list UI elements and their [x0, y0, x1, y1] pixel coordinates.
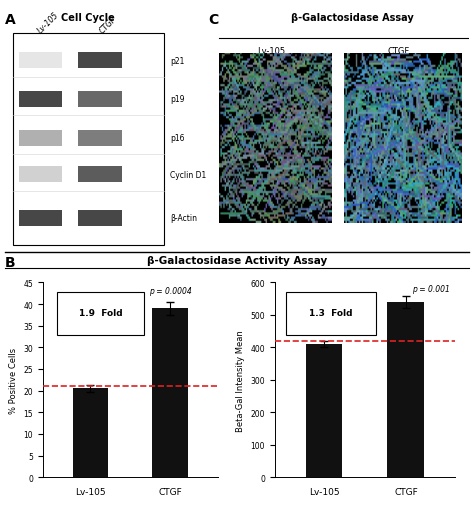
- Bar: [306, 344, 342, 477]
- Text: Lv-105: Lv-105: [257, 46, 285, 56]
- Text: p = 0.001: p = 0.001: [411, 284, 449, 293]
- Text: β-Galactosidase Assay: β-Galactosidase Assay: [291, 13, 413, 23]
- Text: p19: p19: [170, 95, 184, 104]
- FancyBboxPatch shape: [13, 34, 164, 245]
- FancyBboxPatch shape: [78, 53, 122, 69]
- Text: Lv-105: Lv-105: [36, 11, 61, 35]
- Text: Cell Cycle: Cell Cycle: [62, 13, 115, 23]
- FancyBboxPatch shape: [18, 131, 63, 146]
- FancyBboxPatch shape: [18, 53, 63, 69]
- FancyBboxPatch shape: [18, 167, 63, 183]
- Text: B: B: [5, 255, 15, 269]
- FancyBboxPatch shape: [18, 211, 63, 226]
- FancyBboxPatch shape: [78, 92, 122, 108]
- FancyBboxPatch shape: [18, 92, 63, 108]
- Text: Cyclin D1: Cyclin D1: [170, 171, 206, 179]
- Text: 1.9  Fold: 1.9 Fold: [79, 309, 122, 318]
- Text: A: A: [5, 13, 16, 26]
- Text: 1.3  Fold: 1.3 Fold: [309, 309, 353, 318]
- Bar: [73, 389, 109, 477]
- Text: β-Galactosidase Activity Assay: β-Galactosidase Activity Assay: [147, 255, 327, 265]
- Text: β-Actin: β-Actin: [170, 214, 197, 223]
- Y-axis label: Beta-Gal Intensity Mean: Beta-Gal Intensity Mean: [236, 329, 245, 431]
- FancyBboxPatch shape: [286, 292, 376, 335]
- FancyBboxPatch shape: [57, 292, 145, 335]
- Text: p21: p21: [170, 57, 184, 66]
- Text: p = 0.0004: p = 0.0004: [149, 287, 191, 296]
- Text: p16: p16: [170, 134, 184, 143]
- FancyBboxPatch shape: [78, 167, 122, 183]
- Text: CTGF: CTGF: [98, 15, 118, 35]
- FancyBboxPatch shape: [78, 211, 122, 226]
- Text: C: C: [209, 13, 219, 26]
- FancyBboxPatch shape: [78, 131, 122, 146]
- Bar: [387, 302, 424, 477]
- Text: CTGF: CTGF: [388, 46, 410, 56]
- Y-axis label: % Positive Cells: % Positive Cells: [9, 347, 18, 413]
- Bar: [152, 309, 188, 477]
